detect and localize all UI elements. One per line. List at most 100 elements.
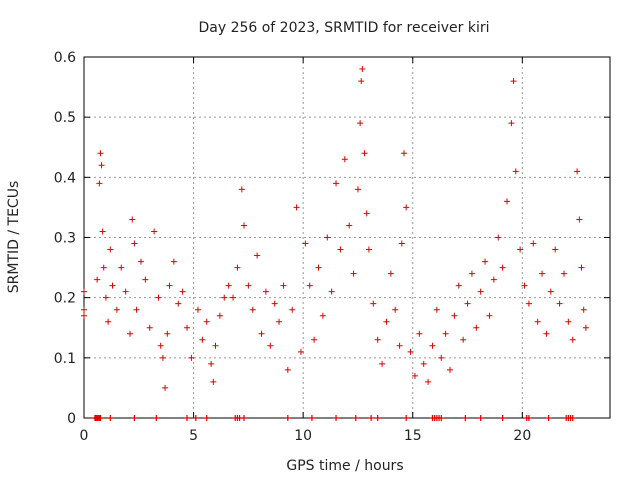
data-point (547, 288, 554, 295)
data-point (142, 276, 149, 283)
data-point (306, 282, 313, 289)
data-point (164, 330, 171, 337)
data-point (363, 210, 370, 217)
data-point (361, 150, 368, 157)
data-point (113, 306, 120, 313)
data-point (464, 300, 471, 307)
data-point (433, 306, 440, 313)
zero-data-point (333, 415, 340, 421)
data-point (539, 270, 546, 277)
data-point (341, 156, 348, 163)
data-point (495, 234, 502, 241)
data-point (271, 300, 278, 307)
data-point (107, 246, 114, 253)
zero-data-point (352, 415, 359, 421)
chart-title: Day 256 of 2023, SRMTID for receiver kir… (198, 20, 489, 36)
zero-data-point (240, 415, 247, 421)
data-point (512, 168, 519, 175)
data-point (499, 264, 506, 271)
x-tick-label: 20 (513, 428, 531, 444)
data-point (482, 258, 489, 265)
x-axis-label: GPS time / hours (286, 458, 403, 474)
data-point (297, 348, 304, 355)
data-point (199, 336, 206, 343)
data-point (221, 294, 228, 301)
data-point (159, 354, 166, 361)
data-point (447, 366, 454, 373)
data-point (81, 312, 87, 319)
zero-data-point (545, 415, 552, 421)
data-point (425, 378, 432, 385)
zero-data-point (184, 415, 191, 421)
data-point (280, 282, 287, 289)
data-point (560, 270, 567, 277)
data-point (170, 258, 177, 265)
zero-data-point (192, 415, 199, 421)
data-point (105, 318, 112, 325)
data-point (311, 336, 318, 343)
zero-data-point (499, 415, 506, 421)
data-point (81, 306, 87, 313)
data-point (534, 318, 541, 325)
data-point (358, 78, 365, 85)
data-point (576, 216, 583, 223)
data-point (208, 360, 215, 367)
data-point (81, 288, 87, 295)
zero-data-point (438, 415, 445, 421)
data-point (319, 312, 326, 319)
data-point (451, 312, 458, 319)
x-tick-label: 5 (189, 428, 198, 444)
data-point (442, 330, 449, 337)
y-axis-label: SRMTID / TECUs (6, 181, 22, 294)
zero-data-point (477, 415, 484, 421)
data-point (258, 330, 265, 337)
zero-data-point (525, 415, 532, 421)
data-point (350, 270, 357, 277)
data-point (521, 282, 528, 289)
data-point (240, 222, 247, 229)
data-point (184, 324, 191, 331)
data-point (400, 150, 407, 157)
data-point (411, 372, 418, 379)
data-point (262, 288, 269, 295)
data-point (374, 336, 381, 343)
y-axis: 0 0.1 0.2 0.3 0.4 0.5 0.6 (54, 50, 610, 427)
data-point (565, 318, 572, 325)
y-tick-label: 0.6 (54, 50, 76, 66)
data-point (396, 342, 403, 349)
data-point (96, 180, 103, 187)
data-point (578, 264, 585, 271)
data-point (267, 342, 274, 349)
data-point (238, 186, 245, 193)
data-point (337, 246, 344, 253)
data-point (127, 330, 134, 337)
y-tick-label: 0.3 (54, 231, 76, 247)
data-point (100, 264, 107, 271)
data-point (133, 306, 140, 313)
data-series (81, 66, 589, 421)
data-point (543, 330, 550, 337)
data-point (102, 294, 109, 301)
zero-data-point (153, 415, 160, 421)
data-point (429, 342, 436, 349)
data-point (370, 300, 377, 307)
zero-data-point (284, 415, 291, 421)
data-point (328, 288, 335, 295)
zero-data-point (308, 415, 315, 421)
data-point (254, 252, 261, 259)
data-point (403, 204, 410, 211)
y-tick-label: 0.4 (54, 170, 76, 186)
data-point (455, 282, 462, 289)
data-point (98, 162, 105, 169)
data-point (194, 306, 201, 313)
data-point (293, 204, 300, 211)
data-point (383, 318, 390, 325)
data-point (234, 264, 241, 271)
data-point (582, 324, 589, 331)
data-point (212, 342, 219, 349)
plot-frame (83, 56, 611, 419)
data-point (179, 288, 186, 295)
data-point (357, 120, 364, 127)
x-tick-label: 15 (404, 428, 422, 444)
